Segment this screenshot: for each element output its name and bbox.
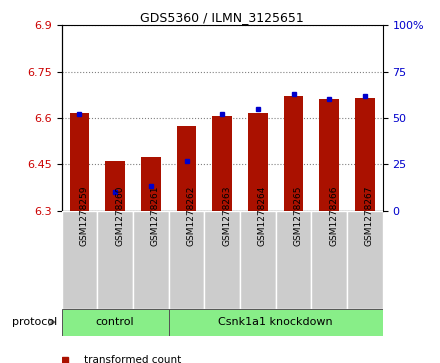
- Text: GSM1278263: GSM1278263: [222, 185, 231, 246]
- Bar: [276, 211, 312, 309]
- Bar: [62, 309, 169, 336]
- Bar: [248, 113, 268, 211]
- Bar: [213, 115, 232, 211]
- Bar: [62, 211, 97, 309]
- Text: GSM1278259: GSM1278259: [80, 185, 88, 246]
- Bar: [105, 160, 125, 211]
- Bar: [347, 211, 383, 309]
- Text: control: control: [96, 317, 135, 327]
- Text: GSM1278262: GSM1278262: [187, 185, 195, 246]
- Bar: [70, 113, 89, 211]
- Text: Csnk1a1 knockdown: Csnk1a1 knockdown: [218, 317, 333, 327]
- Text: transformed count: transformed count: [84, 355, 181, 363]
- Bar: [312, 211, 347, 309]
- Bar: [284, 97, 304, 211]
- Bar: [177, 126, 196, 211]
- Bar: [319, 99, 339, 211]
- Bar: [97, 211, 133, 309]
- Bar: [204, 211, 240, 309]
- Text: GSM1278266: GSM1278266: [329, 185, 338, 246]
- Text: GSM1278261: GSM1278261: [151, 185, 160, 246]
- Bar: [141, 156, 161, 211]
- Bar: [133, 211, 169, 309]
- Bar: [169, 211, 204, 309]
- Text: GSM1278264: GSM1278264: [258, 185, 267, 246]
- Title: GDS5360 / ILMN_3125651: GDS5360 / ILMN_3125651: [140, 11, 304, 24]
- Bar: [240, 211, 276, 309]
- Text: GSM1278265: GSM1278265: [293, 185, 303, 246]
- Text: protocol: protocol: [12, 317, 57, 327]
- Text: GSM1278260: GSM1278260: [115, 185, 124, 246]
- Bar: [355, 98, 375, 211]
- Text: GSM1278267: GSM1278267: [365, 185, 374, 246]
- Bar: [169, 309, 383, 336]
